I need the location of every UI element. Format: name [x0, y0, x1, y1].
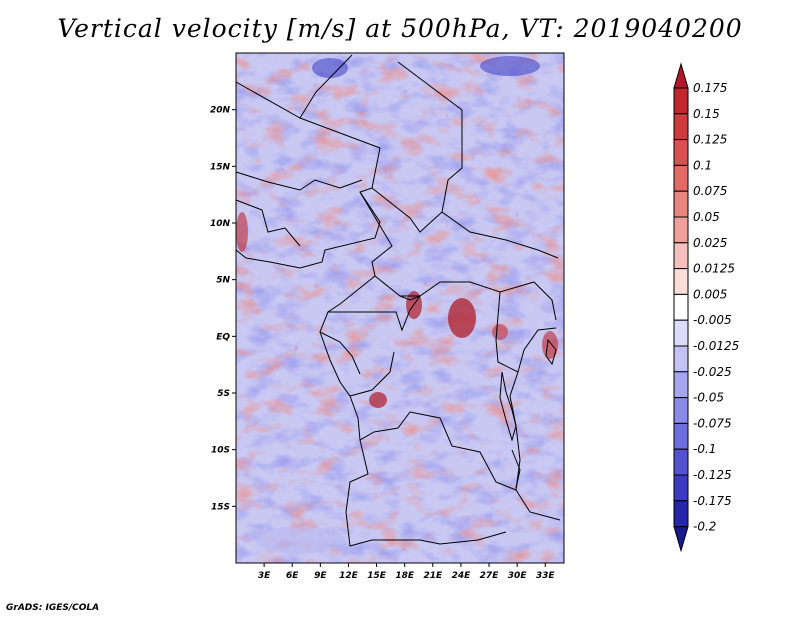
lat-tick-label: 10S [211, 446, 230, 456]
colorbar-label: -0.175 [693, 494, 732, 508]
colorbar-label: 0.125 [693, 133, 727, 147]
colorbar-label: -0.05 [693, 391, 724, 405]
colorbar-box [673, 422, 689, 450]
colorbar-label: 0.005 [693, 287, 727, 301]
lakes [499, 338, 557, 489]
colorbar-box [673, 448, 689, 476]
lon-tick-label: 3E [258, 571, 271, 581]
colorbar-label: 0.175 [693, 81, 727, 95]
lon-tick-label: 18E [395, 571, 415, 581]
colorbar-box [673, 474, 689, 502]
lat-tick-label: 5N [216, 276, 230, 286]
lon-tick-label: 9E [314, 571, 327, 581]
colorbar: 0.175 0.15 0.125 0.1 0.075 0.05 0.025 0.0125 0.0… [673, 62, 739, 553]
latitude-axis: 20N 15N 10N 5N EQ 5S 10S 15S [210, 106, 236, 512]
lon-tick-label: 30E [508, 571, 528, 581]
lon-tick-label: 6E [286, 571, 299, 581]
colorbar-box [673, 113, 689, 141]
colorbar-label: 0.05 [693, 210, 720, 224]
colorbar-label: -0.1 [693, 442, 716, 456]
colorbar-box [673, 371, 689, 399]
colorbar-box [673, 268, 689, 295]
colorbar-label: 0.15 [693, 107, 720, 121]
lat-tick-label: 20N [210, 106, 231, 116]
colorbar-box [673, 87, 689, 115]
colorbar-label: -0.005 [693, 313, 732, 327]
colorbar-box [673, 216, 689, 244]
colorbar-label: -0.125 [693, 468, 732, 482]
velocity-field [236, 53, 564, 563]
colorbar-label: 0.1 [693, 158, 712, 172]
colorbar-box [673, 190, 689, 218]
lon-tick-label: 24E [452, 571, 472, 581]
lat-tick-label: 5S [217, 389, 230, 399]
colorbar-label: -0.2 [693, 520, 716, 534]
map-frame [235, 52, 565, 564]
colorbar-box [673, 293, 689, 321]
lat-tick-label: 10N [210, 219, 231, 229]
colorbar-top-arrow [673, 62, 689, 89]
colorbar-box [673, 500, 689, 528]
map-panel: 20N 15N 10N 5N EQ 5S 10S 15S 3E 6E 9E 12E 15E 18E 21E… [210, 52, 739, 581]
longitude-axis: 3E 6E 9E 12E 15E 18E 21E 24E 27E 30E 33E [258, 563, 556, 581]
lat-tick-label: 15S [211, 502, 230, 512]
colorbar-box [673, 164, 689, 192]
colorbar-bottom-arrow [673, 526, 689, 553]
colorbar-label: 0.025 [693, 236, 727, 250]
colorbar-label: 0.075 [693, 184, 727, 198]
colorbar-box [673, 345, 689, 373]
lon-tick-label: 27E [480, 571, 500, 581]
lon-tick-label: 12E [339, 571, 359, 581]
lat-tick-label: EQ [216, 332, 230, 342]
lat-tick-label: 15N [210, 162, 231, 172]
colorbar-box [673, 139, 689, 166]
colorbar-label: -0.025 [693, 365, 732, 379]
lon-tick-label: 15E [367, 571, 387, 581]
lon-tick-label: 21E [423, 571, 443, 581]
colorbar-box [673, 397, 689, 424]
colorbar-label: -0.075 [693, 416, 732, 430]
colorbar-label: -0.0125 [693, 339, 739, 353]
colorbar-box [673, 319, 689, 347]
credit-text: GrADS: IGES/COLA [6, 603, 100, 613]
colorbar-label: 0.0125 [693, 262, 735, 276]
country-borders [235, 54, 561, 547]
page-title: Vertical velocity [m/s] at 500hPa, VT: 2… [57, 14, 743, 43]
lon-tick-label: 33E [536, 571, 556, 581]
colorbar-box [673, 242, 689, 270]
